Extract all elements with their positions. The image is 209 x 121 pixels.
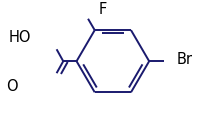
Text: F: F: [98, 2, 107, 17]
Text: HO: HO: [9, 30, 31, 45]
Text: Br: Br: [177, 52, 193, 67]
Text: O: O: [6, 79, 17, 94]
